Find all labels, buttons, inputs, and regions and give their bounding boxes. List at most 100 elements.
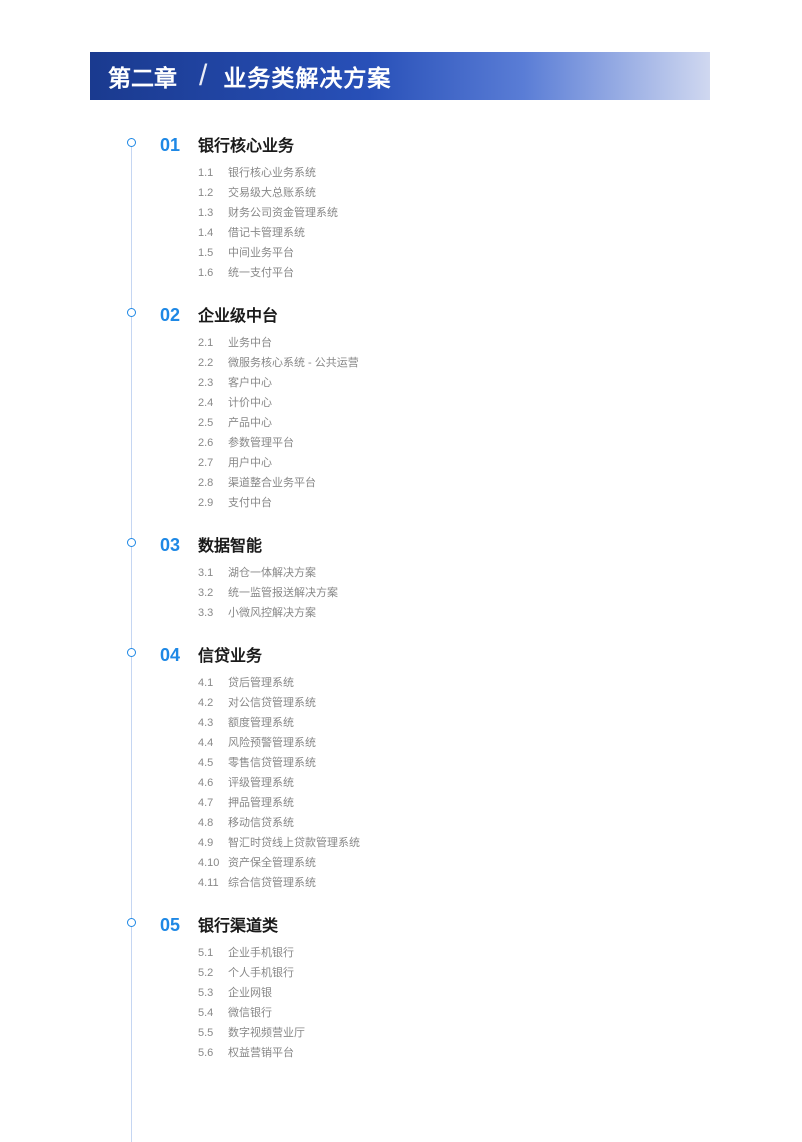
subsection-item: 2.5产品中心 (198, 414, 690, 430)
subsection-label: 中间业务平台 (228, 244, 294, 260)
subsection-item: 1.1银行核心业务系统 (198, 164, 690, 180)
subsection-number: 2.7 (198, 457, 228, 469)
subsection-label: 综合信贷管理系统 (228, 874, 316, 890)
subsection-item: 5.3企业网银 (198, 984, 690, 1000)
subsection-label: 资产保全管理系统 (228, 854, 316, 870)
subsection-label: 渠道整合业务平台 (228, 474, 316, 490)
toc-section: 02企业级中台2.1业务中台2.2微服务核心系统 - 公共运营2.3客户中心2.… (130, 302, 690, 510)
chapter-header-banner: 第二章 / 业务类解决方案 (90, 52, 710, 100)
subsection-label: 移动信贷系统 (228, 814, 294, 830)
section-title: 企业级中台 (198, 302, 278, 326)
subsection-item: 2.2微服务核心系统 - 公共运营 (198, 354, 690, 370)
subsection-item: 2.6参数管理平台 (198, 434, 690, 450)
subsection-item: 4.1贷后管理系统 (198, 674, 690, 690)
subsection-item: 1.4借记卡管理系统 (198, 224, 690, 240)
subsection-number: 2.3 (198, 377, 228, 389)
subsection-item: 5.5数字视频营业厅 (198, 1024, 690, 1040)
subsection-label: 小微风控解决方案 (228, 604, 316, 620)
subsection-number: 5.5 (198, 1027, 228, 1039)
section-number: 04 (160, 645, 198, 666)
subsection-number: 5.3 (198, 987, 228, 999)
subsection-label: 微服务核心系统 - 公共运营 (228, 354, 359, 370)
subsection-label: 个人手机银行 (228, 964, 294, 980)
section-header: 02企业级中台 (130, 302, 690, 326)
subsection-number: 2.8 (198, 477, 228, 489)
subsection-number: 4.2 (198, 697, 228, 709)
subsection-list: 4.1贷后管理系统 4.2对公信贷管理系统 4.3额度管理系统 4.4风险预警管理系统… (130, 674, 690, 890)
subsection-label: 押品管理系统 (228, 794, 294, 810)
subsection-number: 4.1 (198, 677, 228, 689)
subsection-list: 2.1业务中台2.2微服务核心系统 - 公共运营2.3客户中心2.4计价中心2.… (130, 334, 690, 510)
section-title: 银行核心业务 (198, 132, 294, 156)
subsection-item: 1.3财务公司资金管理系统 (198, 204, 690, 220)
timeline-marker-icon (127, 648, 136, 657)
toc-section: 01银行核心业务1.1银行核心业务系统1.2交易级大总账系统1.3财务公司资金管… (130, 132, 690, 280)
subsection-item: 4.4风险预警管理系统 (198, 734, 690, 750)
subsection-number: 2.6 (198, 437, 228, 449)
subsection-item: 4.10资产保全管理系统 (198, 854, 690, 870)
subsection-list: 3.1湖仓一体解决方案3.2统一监管报送解决方案3.3小微风控解决方案 (130, 564, 690, 620)
subsection-item: 4.2对公信贷管理系统 (198, 694, 690, 710)
subsection-item: 1.2交易级大总账系统 (198, 184, 690, 200)
subsection-label: 智汇时贷线上贷款管理系统 (228, 834, 360, 850)
subsection-number: 2.5 (198, 417, 228, 429)
subsection-list: 1.1银行核心业务系统1.2交易级大总账系统1.3财务公司资金管理系统1.4借记… (130, 164, 690, 280)
section-number: 03 (160, 535, 198, 556)
subsection-number: 3.2 (198, 587, 228, 599)
subsection-label: 计价中心 (228, 394, 272, 410)
subsection-item: 5.1企业手机银行 (198, 944, 690, 960)
subsection-item: 2.7用户中心 (198, 454, 690, 470)
subsection-label: 权益营销平台 (228, 1044, 294, 1060)
subsection-label: 交易级大总账系统 (228, 184, 316, 200)
subsection-number: 3.3 (198, 607, 228, 619)
subsection-number: 5.6 (198, 1047, 228, 1059)
subsection-item: 1.6统一支付平台 (198, 264, 690, 280)
timeline-marker-icon (127, 918, 136, 927)
timeline-marker-icon (127, 138, 136, 147)
subsection-label: 统一支付平台 (228, 264, 294, 280)
section-title: 数据智能 (198, 532, 262, 556)
subsection-number: 2.1 (198, 337, 228, 349)
subsection-label: 借记卡管理系统 (228, 224, 305, 240)
timeline-marker-icon (127, 308, 136, 317)
subsection-label: 额度管理系统 (228, 714, 294, 730)
subsection-number: 1.3 (198, 207, 228, 219)
subsection-label: 统一监管报送解决方案 (228, 584, 338, 600)
timeline-marker-icon (127, 538, 136, 547)
subsection-item: 4.5零售信贷管理系统 (198, 754, 690, 770)
chapter-label: 第二章 (90, 59, 191, 93)
subsection-item: 4.7押品管理系统 (198, 794, 690, 810)
subsection-item: 5.4微信银行 (198, 1004, 690, 1020)
chapter-title: 业务类解决方案 (215, 59, 391, 93)
section-header: 01银行核心业务 (130, 132, 690, 156)
subsection-item: 4.3额度管理系统 (198, 714, 690, 730)
subsection-label: 湖仓一体解决方案 (228, 564, 316, 580)
subsection-label: 用户中心 (228, 454, 272, 470)
subsection-number: 4.4 (198, 737, 228, 749)
subsection-label: 贷后管理系统 (228, 674, 294, 690)
subsection-item: 4.9智汇时贷线上贷款管理系统 (198, 834, 690, 850)
toc-section: 04信贷业务 4.1贷后管理系统 4.2对公信贷管理系统 4.3额度管理系统 4.4风险… (130, 642, 690, 890)
subsection-label: 企业手机银行 (228, 944, 294, 960)
subsection-label: 支付中台 (228, 494, 272, 510)
section-title: 信贷业务 (198, 642, 262, 666)
divider-slash-icon: / (191, 59, 215, 93)
subsection-label: 企业网银 (228, 984, 272, 1000)
subsection-label: 客户中心 (228, 374, 272, 390)
subsection-item: 2.8渠道整合业务平台 (198, 474, 690, 490)
subsection-label: 银行核心业务系统 (228, 164, 316, 180)
section-title: 银行渠道类 (198, 912, 278, 936)
subsection-number: 4.10 (198, 857, 228, 869)
subsection-item: 3.3小微风控解决方案 (198, 604, 690, 620)
subsection-item: 4.6评级管理系统 (198, 774, 690, 790)
subsection-item: 4.8移动信贷系统 (198, 814, 690, 830)
subsection-item: 2.1业务中台 (198, 334, 690, 350)
subsection-item: 4.11综合信贷管理系统 (198, 874, 690, 890)
subsection-number: 2.4 (198, 397, 228, 409)
subsection-number: 1.1 (198, 167, 228, 179)
subsection-label: 零售信贷管理系统 (228, 754, 316, 770)
toc-section: 03数据智能3.1湖仓一体解决方案3.2统一监管报送解决方案3.3小微风控解决方… (130, 532, 690, 620)
subsection-label: 参数管理平台 (228, 434, 294, 450)
subsection-number: 1.2 (198, 187, 228, 199)
subsection-number: 4.5 (198, 757, 228, 769)
